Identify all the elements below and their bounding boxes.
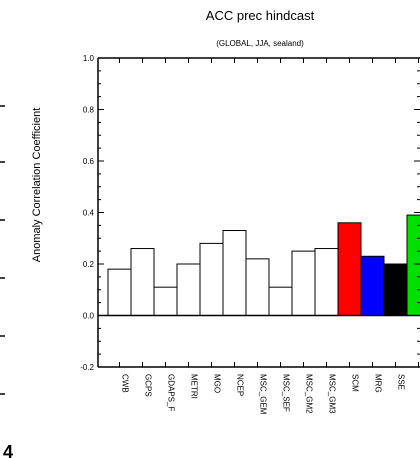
x-tick-label: NCEP [236, 374, 245, 396]
bar-msc-gm2 [291, 250, 316, 316]
bar-sse [383, 263, 408, 316]
y-axis-label: Anomaly Correlation Coefficient [31, 108, 43, 262]
bar-gcps [130, 248, 155, 316]
bar-ncep [222, 230, 247, 316]
bar-spm [406, 214, 420, 316]
x-tick-label: METRI [190, 374, 199, 399]
bar-msc-gem [245, 258, 270, 317]
y-tick-label: 0.4 [83, 209, 95, 218]
page-marker: 4 [3, 442, 13, 458]
x-tick-label: SCM [351, 374, 360, 392]
x-tick-label: MSC_GM2 [305, 374, 314, 414]
x-axis: CWB GCPS GDAPS_F METRI MGO NCEP MSC_GEM MSC_SEF… [119, 58, 420, 415]
y-tick-label: -0.2 [80, 363, 94, 372]
x-tick-label: MSC_SEF [282, 374, 291, 412]
bar-msc-gm3 [314, 248, 339, 316]
bar-gdaps-f [153, 286, 178, 316]
bar-cwb [107, 268, 132, 316]
left-edge-marks [0, 105, 5, 395]
bar-mgo [199, 242, 224, 316]
bar-scm [337, 222, 362, 316]
y-tick-label: 1.0 [83, 54, 95, 63]
x-tick-label: CWB [121, 374, 130, 393]
x-tick-label: GDAPS_F [167, 374, 176, 411]
x-tick-label: MRG [374, 374, 383, 393]
bar-mrg [360, 255, 385, 316]
bars-group [107, 214, 420, 317]
x-tick-label: SSE [397, 374, 406, 390]
y-axis: 1.0 0.8 0.6 0.4 0.2 0.0 -0.2 [80, 54, 420, 372]
x-tick-label: MGO [213, 374, 222, 393]
chart-title: ACC prec hindcast [206, 8, 315, 23]
plot-frame [97, 57, 420, 368]
x-tick-label: GCPS [144, 374, 153, 397]
x-tick-label: MSC_GEM [259, 374, 268, 415]
y-tick-label: 0.6 [83, 157, 95, 166]
y-tick-label: 0.8 [83, 106, 95, 115]
chart-subtitle: (GLOBAL, JJA, sealand) [216, 39, 304, 48]
bar-metri [176, 263, 201, 316]
x-tick-label: MSC_GM3 [328, 374, 337, 414]
y-tick-label: 0.2 [83, 260, 95, 269]
bar-msc-sef [268, 286, 293, 316]
y-tick-label: 0.0 [83, 312, 95, 321]
